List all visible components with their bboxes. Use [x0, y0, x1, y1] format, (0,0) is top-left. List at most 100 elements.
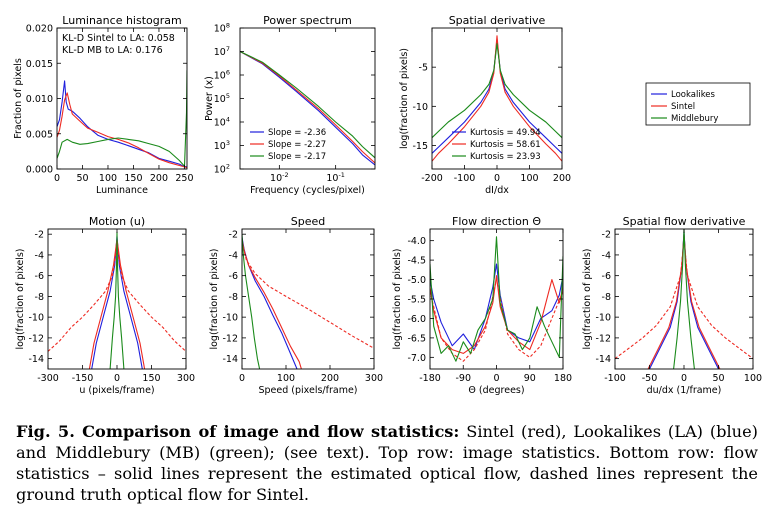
x-axis-label: Frequency (cycles/pixel): [250, 185, 365, 196]
series-line-slope-2-27: [240, 51, 375, 164]
y-tick-label: 0.020: [26, 24, 53, 35]
y-tick-label: -6: [35, 271, 44, 282]
y-tick-label: 0.015: [26, 59, 53, 70]
y-axis-label: log(fraction of pixels): [399, 48, 410, 149]
series-line-middlebury: [430, 236, 563, 362]
series-line-sintel: [57, 92, 187, 169]
x-tick-label: 0: [54, 173, 60, 184]
kl-annotation: KL-D Sintel to LA: 0.058: [62, 33, 175, 44]
y-tick-exponent: 2: [226, 163, 230, 171]
x-axis-label: Luminance: [96, 185, 148, 196]
series-line-slope-2-17: [240, 51, 375, 159]
series-line-kurtosis-23-93: [432, 43, 562, 139]
y-tick-label: 0.010: [26, 94, 53, 105]
x-tick-exponent: -1: [338, 171, 344, 179]
y-tick-label: -10: [412, 102, 428, 113]
y-axis-label: Fraction of pixels: [13, 58, 24, 139]
x-tick-label: 300: [365, 373, 383, 384]
x-tick-label: -50: [642, 373, 658, 384]
figure-canvas: 0 50 100 150 200 2500.0000.0050.0100.0150.020…: [13, 14, 762, 396]
legend-entry: Kurtosis = 58.61: [470, 140, 541, 150]
series-line-sintel: [647, 233, 721, 369]
legend-entry: Slope = -2.27: [268, 140, 326, 150]
y-tick-label: 102: [214, 163, 230, 176]
y-axis-label: log(fraction of pixels): [582, 248, 593, 349]
y-tick-label: -2: [35, 230, 44, 241]
panel-flow-direction: -180 -90 0 90 180 -7.0 -6.5 -6.0 -5.5 -5.0 -4.5 -4.…: [392, 215, 572, 396]
y-axis-label: log(fraction of pixels): [392, 248, 403, 349]
series-line-lookalikes: [57, 80, 187, 168]
x-axis-label: du/dx (1/frame): [647, 385, 722, 396]
series-group: [242, 234, 374, 369]
series-line-sintel-ground-truth: [242, 242, 374, 349]
y-tick-label: -10: [222, 313, 238, 324]
panel-title: Spatial flow derivative: [623, 215, 746, 228]
y-tick-label: -12: [222, 333, 238, 344]
y-tick-label: 103: [214, 139, 230, 152]
series-line-middlebury: [242, 234, 261, 369]
x-tick-label: -100: [454, 173, 476, 184]
series-line-middlebury: [109, 231, 125, 369]
global-legend: Lookalikes Sintel Middlebury: [645, 82, 751, 126]
y-tick-label: -4: [602, 250, 611, 261]
legend-entry: Kurtosis = 23.93: [470, 152, 541, 162]
series-line-slope-2-36: [240, 51, 375, 166]
y-tick-exponent: 5: [226, 92, 230, 100]
series-line-sintel: [242, 239, 302, 369]
y-tick-label: -15: [412, 141, 428, 152]
y-axis-label: Power (x): [204, 76, 215, 121]
legend-entry-lookalikes: Lookalikes: [671, 90, 716, 100]
x-tick-label: -200: [421, 173, 443, 184]
x-tick-label: 0: [493, 373, 499, 384]
x-tick-label: 200: [553, 173, 571, 184]
y-tick-exponent: 7: [226, 45, 230, 53]
y-tick-label: -4.0: [407, 236, 426, 247]
y-tick-label: 0.005: [26, 129, 53, 140]
y-tick-exponent: 6: [226, 69, 230, 77]
x-tick-label: 10-1: [326, 171, 345, 184]
panel-spatial-derivative: -200 -100 0 100 200 -15 -10 -5 Spatial derivativ…: [399, 14, 571, 196]
x-tick-label: 180: [554, 373, 572, 384]
x-tick-label: 50: [76, 173, 88, 184]
x-tick-label: 0: [681, 373, 687, 384]
y-tick-label: 0.000: [26, 165, 53, 176]
series-group: [240, 51, 375, 166]
y-tick-label: -14: [595, 354, 611, 365]
figure-caption: Fig. 5. Comparison of image and flow sta…: [16, 421, 758, 505]
series-line-lookalikes: [649, 231, 719, 369]
series-line-sintel-ground-truth: [48, 246, 186, 352]
y-tick-label: -8: [35, 292, 44, 303]
series-group: [57, 70, 187, 169]
x-tick-label: 100: [277, 373, 295, 384]
y-tick-label: -5: [419, 63, 428, 74]
series-group: [430, 236, 563, 362]
panel-title: Luminance histogram: [62, 14, 181, 27]
x-axis-label: dI/dx: [485, 185, 509, 196]
y-tick-label: -6.5: [407, 333, 426, 344]
y-axis-label: log(fraction of pixels): [15, 248, 26, 349]
legend-entry: Kurtosis = 49.94: [470, 128, 541, 138]
caption-label: Fig. 5. Comparison of image and flow sta…: [16, 422, 460, 441]
x-tick-label: -180: [419, 373, 441, 384]
y-tick-label: -4: [35, 250, 44, 261]
x-tick-exponent: -2: [282, 171, 288, 179]
x-tick-label: 200: [150, 173, 168, 184]
legend-entry: Slope = -2.36: [268, 128, 326, 138]
x-tick-label: -150: [72, 373, 94, 384]
x-tick-label: 90: [524, 373, 536, 384]
x-tick-label: 100: [99, 173, 117, 184]
x-tick-label: 200: [321, 373, 339, 384]
y-tick-label: 105: [214, 92, 230, 105]
x-tick-label: 150: [124, 173, 142, 184]
y-tick-label: -2: [229, 230, 238, 241]
y-tick-label: -10: [28, 313, 44, 324]
x-tick-label: 150: [142, 373, 160, 384]
y-tick-label: 104: [214, 116, 230, 129]
panel-title: Spatial derivative: [449, 14, 546, 27]
y-tick-label: -14: [222, 354, 238, 365]
x-tick-label: 10-2: [270, 171, 289, 184]
y-tick-label: -6.0: [407, 314, 426, 325]
panel-title: Motion (u): [89, 215, 145, 228]
series-line-middlebury: [57, 70, 187, 167]
y-tick-label: -5.0: [407, 275, 426, 286]
